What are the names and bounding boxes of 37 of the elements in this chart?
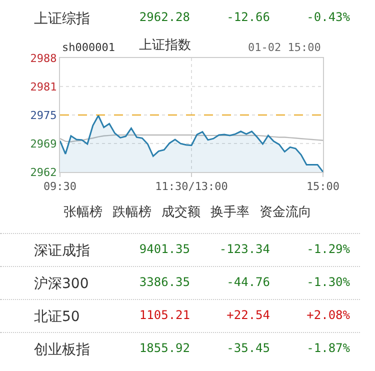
line-series — [60, 134, 323, 142]
text: -123.34 — [219, 242, 270, 256]
text: +2.08% — [306, 308, 350, 322]
text: 成交额 — [162, 205, 200, 220]
text: -44.76 — [226, 275, 270, 289]
text: 9401.35 — [139, 242, 190, 256]
x-tick-label: 09:30 — [43, 180, 77, 194]
text: 沪深300 — [34, 275, 89, 293]
text: 北证50 — [34, 308, 80, 326]
text: 1105.21 — [139, 308, 190, 322]
text: 换手率 — [210, 205, 250, 220]
text: 资金流向 — [260, 205, 312, 220]
text: 跌幅榜 — [112, 205, 152, 220]
text: -0.43% — [306, 10, 350, 24]
y-tick-label: 2981 — [30, 80, 57, 94]
text: -12.66 — [226, 10, 270, 24]
text: 创业板指 — [34, 341, 90, 359]
text: 张幅榜 — [64, 205, 102, 220]
y-tick-label: 2962 — [30, 166, 57, 179]
x-tick-label: 11:30/13:00 — [155, 180, 228, 194]
text: -1.29% — [306, 242, 350, 256]
text: 深证成指 — [34, 242, 90, 260]
text: 3386.35 — [139, 275, 190, 289]
text: 1855.92 — [139, 341, 190, 355]
text: 2962.28 — [139, 10, 190, 24]
text: sh000001 — [62, 41, 115, 54]
y-tick-label: 2969 — [30, 137, 57, 150]
y-tick-label: 2988 — [30, 52, 57, 65]
text: 01-02 15:00 — [248, 41, 321, 54]
x-tick-label: 15:00 — [306, 180, 340, 194]
chart-title: 上证指数 — [138, 35, 191, 54]
text: -1.30% — [306, 275, 350, 289]
text: 上证综指 — [34, 10, 90, 28]
text: -1.87% — [306, 341, 350, 355]
text: -35.45 — [226, 341, 270, 355]
text: +22.54 — [226, 308, 270, 322]
y-tick-label: 2975 — [30, 108, 57, 122]
